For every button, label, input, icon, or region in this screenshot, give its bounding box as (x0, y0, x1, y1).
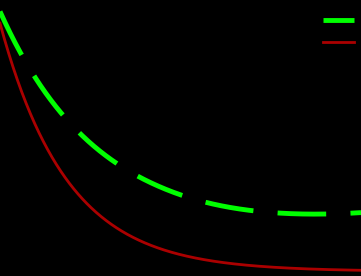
Legend: , : , (323, 14, 354, 50)
